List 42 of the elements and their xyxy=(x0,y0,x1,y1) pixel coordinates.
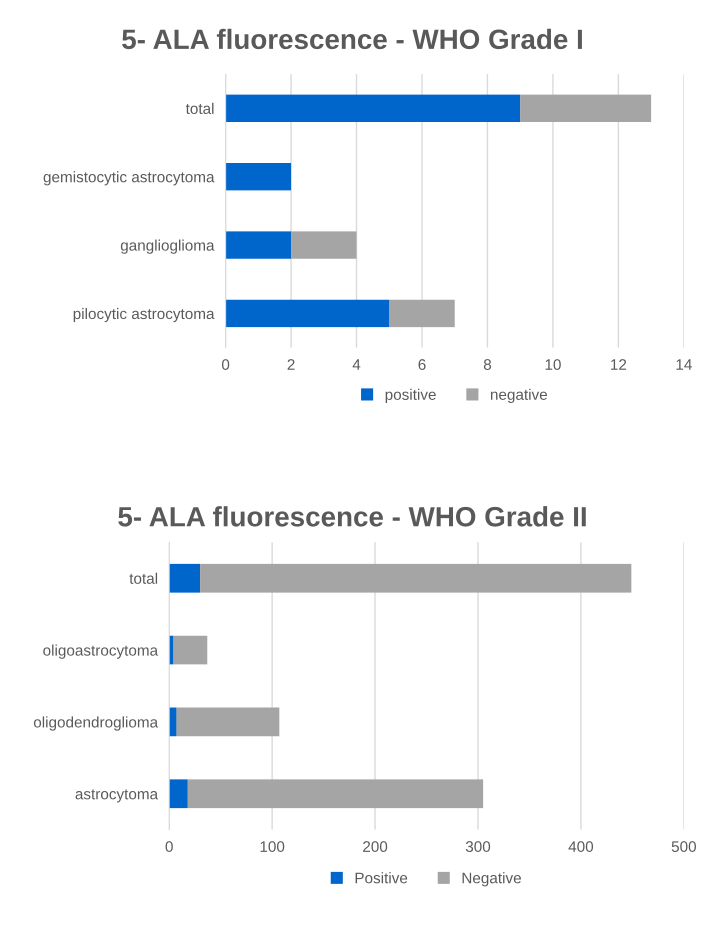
bar xyxy=(173,636,208,664)
x-tick-label: 12 xyxy=(611,359,626,370)
bar xyxy=(291,231,357,259)
legend-label: positive xyxy=(386,388,436,403)
x-tick-label: 0 xyxy=(166,841,173,852)
bar xyxy=(169,564,200,593)
x-tick-label: 2 xyxy=(288,359,295,370)
x-tick-label: 14 xyxy=(676,359,692,370)
x-tick-label: 8 xyxy=(484,359,492,370)
bar xyxy=(188,779,484,808)
y-tick-label: total xyxy=(129,572,158,584)
bar xyxy=(520,94,652,122)
legend-label: Negative xyxy=(462,872,521,886)
bar xyxy=(169,708,176,736)
bar xyxy=(169,779,188,808)
y-tick-label: gemistocytic astrocytoma xyxy=(44,171,214,186)
x-tick-label: 500 xyxy=(672,841,696,852)
x-tick-label: 400 xyxy=(568,841,594,852)
bar xyxy=(200,564,632,593)
x-tick-label: 10 xyxy=(546,359,561,370)
bar xyxy=(176,708,280,736)
y-tick-label: ganglioglioma xyxy=(120,240,214,254)
y-tick-label: total xyxy=(186,102,214,114)
bar xyxy=(226,163,292,190)
bar xyxy=(226,231,292,259)
y-tick-label: astrocytoma xyxy=(76,789,158,802)
y-tick-label: oligodendroglioma xyxy=(34,716,158,731)
x-tick-label: 4 xyxy=(352,359,360,370)
x-tick-label: 6 xyxy=(418,359,426,370)
x-tick-label: 200 xyxy=(363,841,388,852)
legend-label: negative xyxy=(490,388,548,403)
x-tick-label: 0 xyxy=(222,359,230,370)
x-tick-label: 100 xyxy=(260,841,284,852)
bar xyxy=(226,94,520,122)
y-tick-label: pilocytic astrocytoma xyxy=(74,308,214,322)
legend-label: Positive xyxy=(356,872,408,884)
chart-title: 5- ALA fluorescence - WHO Grade I xyxy=(122,28,582,50)
bar xyxy=(226,300,390,328)
x-tick-label: 300 xyxy=(466,841,490,852)
bar xyxy=(389,300,455,328)
y-tick-label: oligoastrocytoma xyxy=(43,644,158,659)
chart-title: 5- ALA fluorescence - WHO Grade II xyxy=(118,506,586,527)
